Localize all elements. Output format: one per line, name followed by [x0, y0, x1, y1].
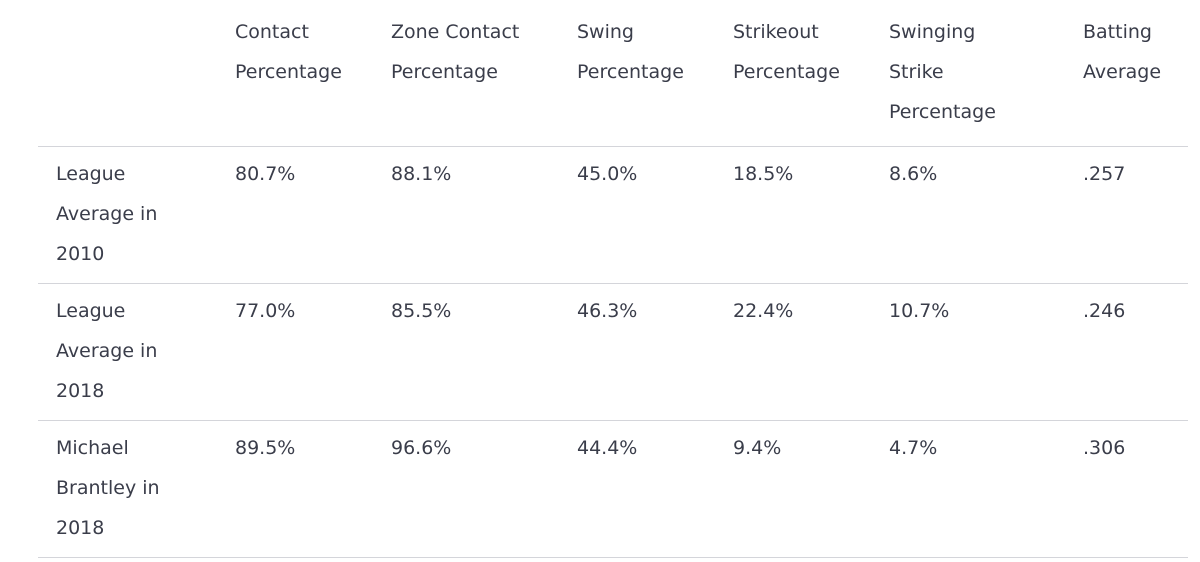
header-swinging-strike-percentage: Swinging Strike Percentage [889, 21, 996, 123]
table-cell: 85.5% [391, 300, 452, 322]
table-cell: 9.4% [733, 437, 782, 459]
table-cell: 22.4% [733, 300, 794, 322]
stats-table: Contact Percentage Zone Contact Percenta… [38, 0, 1188, 558]
row-label: League Average in 2018 [56, 300, 158, 402]
header-cell-empty [38, 0, 235, 147]
table-cell: .257 [1083, 163, 1126, 185]
table-cell: 80.7% [235, 163, 296, 185]
table-cell: 45.0% [577, 163, 638, 185]
header-contact-percentage: Contact Percentage [235, 21, 342, 83]
table-cell: 89.5% [235, 437, 296, 459]
table-cell: 96.6% [391, 437, 452, 459]
table-row: League Average in 2010 80.7% 88.1% 45.0%… [38, 147, 1188, 284]
table-cell: .246 [1083, 300, 1126, 322]
header-swing-percentage: Swing Percentage [577, 21, 684, 83]
row-label: League Average in 2010 [56, 163, 158, 265]
table-cell: 4.7% [889, 437, 938, 459]
table-cell: 88.1% [391, 163, 452, 185]
header-zone-contact-percentage: Zone Contact Percentage [391, 21, 520, 83]
table-cell: 10.7% [889, 300, 950, 322]
table-cell: 8.6% [889, 163, 938, 185]
table-row: League Average in 2018 77.0% 85.5% 46.3%… [38, 284, 1188, 421]
header-batting-average: Batting Average [1083, 21, 1162, 83]
table-row: Michael Brantley in 2018 89.5% 96.6% 44.… [38, 421, 1188, 558]
table-cell: 44.4% [577, 437, 638, 459]
row-label: Michael Brantley in 2018 [56, 437, 160, 539]
header-strikeout-percentage: Strikeout Percentage [733, 21, 840, 83]
table-cell: 77.0% [235, 300, 296, 322]
table-cell: 46.3% [577, 300, 638, 322]
table-cell: 18.5% [733, 163, 794, 185]
table-cell: .306 [1083, 437, 1126, 459]
header-row: Contact Percentage Zone Contact Percenta… [38, 0, 1188, 147]
